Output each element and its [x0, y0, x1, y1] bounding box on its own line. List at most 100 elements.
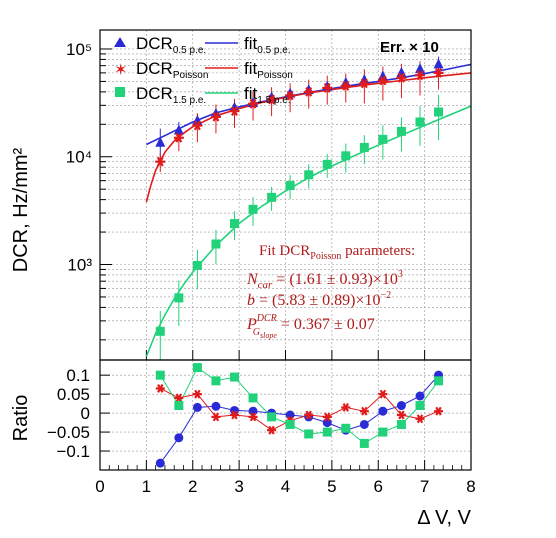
ratio-point-1-13-arm-2 [398, 410, 405, 420]
point-1-7 [285, 90, 296, 101]
ratio-point-0-9 [322, 418, 332, 428]
fit-parameters-annotation: Fit DCRPoisson parameters: Ncar = (1.61 … [246, 243, 415, 340]
legend-marker-0 [114, 37, 126, 47]
point-0-1 [173, 124, 184, 135]
ratio-point-1-12-arm-2 [379, 389, 387, 399]
point-1-11 [359, 78, 370, 89]
top-y-tick-label-1: 10⁴ [66, 148, 92, 167]
x-axis-label: Δ V, V [417, 507, 471, 529]
point-2-6 [267, 192, 277, 202]
point-2-15 [434, 107, 444, 117]
ratio-point-1-10-arm-2 [342, 402, 349, 412]
y-tick-label-0: −0.1 [56, 442, 90, 461]
point-0-13 [396, 66, 407, 77]
point-2-13 [396, 126, 406, 136]
point-1-2-arm-2 [193, 120, 201, 131]
point-2-2 [192, 260, 202, 270]
ratio-point-2-11 [359, 438, 369, 448]
point-2-4 [229, 219, 239, 229]
point-0-15 [433, 58, 444, 69]
x-tick-label-8: 8 [466, 477, 475, 496]
top-y-tick-label-2: 10⁵ [66, 40, 92, 59]
point-2-10 [341, 151, 351, 161]
point-1-14-arm-2 [416, 70, 424, 81]
ratio-point-0-13 [396, 401, 406, 411]
ratio-point-2-10 [341, 423, 351, 433]
point-1-0-arm-2 [156, 156, 164, 167]
point-1-12 [377, 75, 388, 86]
point-1-1-arm-2 [175, 132, 183, 143]
point-1-3-arm-2 [212, 111, 220, 122]
point-2-0 [155, 326, 165, 336]
x-tick-label-0: 0 [95, 477, 104, 496]
y-tick-label-3: 0.05 [57, 385, 90, 404]
top-grid [99, 30, 472, 360]
data-points [155, 58, 444, 336]
ratio-point-2-4 [229, 372, 239, 382]
ratio-point-2-0 [155, 370, 165, 380]
ratio-point-1-1 [174, 393, 184, 403]
point-2-9 [322, 159, 332, 169]
ratio-point-1-5 [248, 412, 258, 422]
point-1-11-arm-2 [360, 78, 368, 89]
point-1-15-arm-2 [435, 68, 442, 78]
error-scale-note: Err. × 10 [380, 39, 439, 56]
point-1-9 [322, 83, 333, 93]
legend-label-1: DCRPoisson [136, 59, 208, 81]
ratio-point-0-2 [192, 402, 202, 412]
ratio-point-1-15 [434, 406, 444, 416]
ratio-point-1-1-arm-2 [175, 393, 183, 403]
point-2-1 [174, 293, 184, 303]
legend: DCR0.5 p.e. ✶ DCRPoisson DCR1.5 p.e. fit… [114, 34, 293, 106]
top-panel: 10³ 10⁴ 10⁵ DCR, Hz/mm² DCR0.5 p.e. ✶ DCRP… [10, 29, 472, 361]
ratio-point-2-8 [304, 429, 314, 439]
legend-marker-1: ✶ [114, 60, 127, 79]
ratio-point-1-6 [267, 425, 277, 435]
top-y-axis-label: DCR, Hz/mm² [10, 147, 32, 272]
ratio-point-0-12 [378, 406, 388, 416]
point-1-6-arm-2 [268, 94, 276, 105]
point-1-8-arm-2 [305, 86, 313, 97]
ratio-line-1 [160, 387, 439, 431]
ratio-point-1-14-arm-2 [416, 414, 424, 424]
point-1-10 [340, 80, 351, 91]
point-1-1 [173, 132, 184, 143]
y-tick-label-1: −0.05 [47, 423, 90, 442]
point-1-15 [433, 68, 444, 78]
ratio-point-1-10 [341, 402, 351, 412]
point-1-12-arm-2 [379, 75, 387, 86]
y-tick-label-2: 0 [81, 404, 90, 423]
ratio-point-1-6-arm-2 [268, 425, 275, 435]
ratio-point-1-3-arm-2 [212, 412, 220, 422]
ratio-point-0-5 [248, 406, 258, 416]
legend-label-0: DCR0.5 p.e. [136, 34, 206, 56]
ratio-point-1-14 [415, 414, 425, 424]
ratio-point-1-13 [396, 410, 406, 420]
ratio-point-1-2 [192, 389, 202, 399]
point-1-4 [229, 106, 240, 117]
x-tick-label-5: 5 [327, 477, 336, 496]
ratio-point-1-5-arm-2 [249, 412, 257, 422]
point-2-3 [211, 239, 221, 249]
point-1-7-arm-2 [286, 90, 294, 101]
ratio-point-1-2-arm-2 [194, 389, 201, 399]
ratio-point-1-3 [211, 412, 221, 422]
point-1-0 [155, 156, 166, 167]
bottom-plot-frame [99, 359, 472, 471]
legend-fit-label-0: fit0.5 p.e. [244, 34, 291, 56]
ratio-point-1-4 [229, 410, 239, 420]
ratio-point-0-3 [211, 401, 221, 411]
point-1-6 [266, 94, 277, 105]
x-tick-label-1: 1 [142, 477, 151, 496]
ratio-point-0-1 [174, 433, 184, 443]
ratio-line-2 [159, 366, 439, 445]
ratio-points [155, 363, 444, 468]
ratio-point-2-9 [322, 427, 332, 437]
ratio-line-0 [159, 374, 439, 464]
ratio-point-1-8 [304, 410, 314, 420]
point-1-14 [414, 70, 425, 81]
point-2-11 [359, 142, 369, 152]
